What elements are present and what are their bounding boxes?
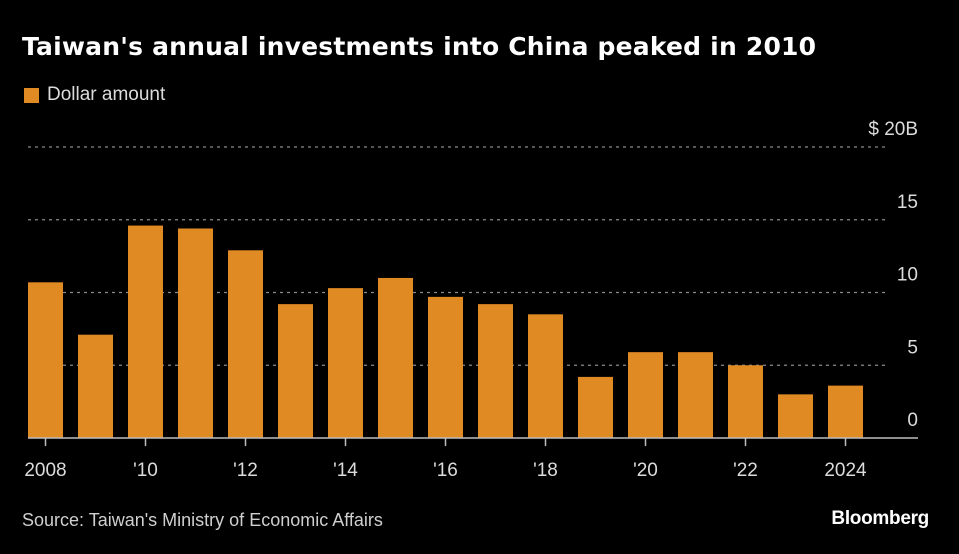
bar-2008 [28, 282, 63, 438]
legend: Dollar amount [24, 84, 165, 106]
bar-2024 [828, 385, 863, 438]
x-tick-label: '20 [633, 460, 658, 481]
x-tick-label: 2024 [824, 460, 867, 481]
bar-2016 [428, 296, 463, 438]
x-tick-label: '18 [533, 460, 558, 481]
bloomberg-logo: Bloomberg [831, 508, 929, 529]
legend-label: Dollar amount [47, 84, 166, 105]
x-axis [28, 437, 918, 446]
x-axis-labels: 2008 '10 '12 '14 '16 '18 '20 '22 2024 [24, 460, 867, 481]
bar-2023 [778, 394, 813, 438]
x-tick-label: '12 [233, 460, 258, 481]
x-tick-label: '16 [433, 460, 458, 481]
bars [28, 225, 863, 438]
bar-2015 [378, 277, 413, 438]
bar-2013 [278, 304, 313, 438]
bar-2009 [78, 334, 113, 438]
bar-2022 [728, 365, 763, 438]
y-tick-label: 10 [897, 265, 918, 286]
bar-2012 [228, 250, 263, 438]
bar-2011 [178, 228, 213, 438]
chart-title: Taiwan's annual investments into China p… [22, 32, 817, 61]
bar-2019 [578, 376, 613, 438]
bar-2021 [678, 352, 713, 438]
x-tick-label: '22 [733, 460, 758, 481]
y-tick-label: 5 [907, 337, 918, 358]
source-note: Source: Taiwan's Ministry of Economic Af… [22, 510, 383, 530]
y-tick-label: 0 [907, 410, 918, 431]
x-tick-label: '14 [333, 460, 358, 481]
legend-swatch [24, 87, 39, 103]
y-tick-label: 15 [897, 192, 918, 213]
bar-2020 [628, 352, 663, 438]
x-tick-label: '10 [133, 460, 158, 481]
bar-2018 [528, 314, 563, 438]
bar-2014 [328, 288, 363, 438]
y-axis-labels: 0 5 10 15 $ 20B [868, 119, 918, 431]
bar-2010 [128, 225, 163, 438]
bar-2017 [478, 304, 513, 438]
y-tick-label: $ 20B [868, 119, 918, 140]
x-tick-label: 2008 [24, 460, 66, 481]
